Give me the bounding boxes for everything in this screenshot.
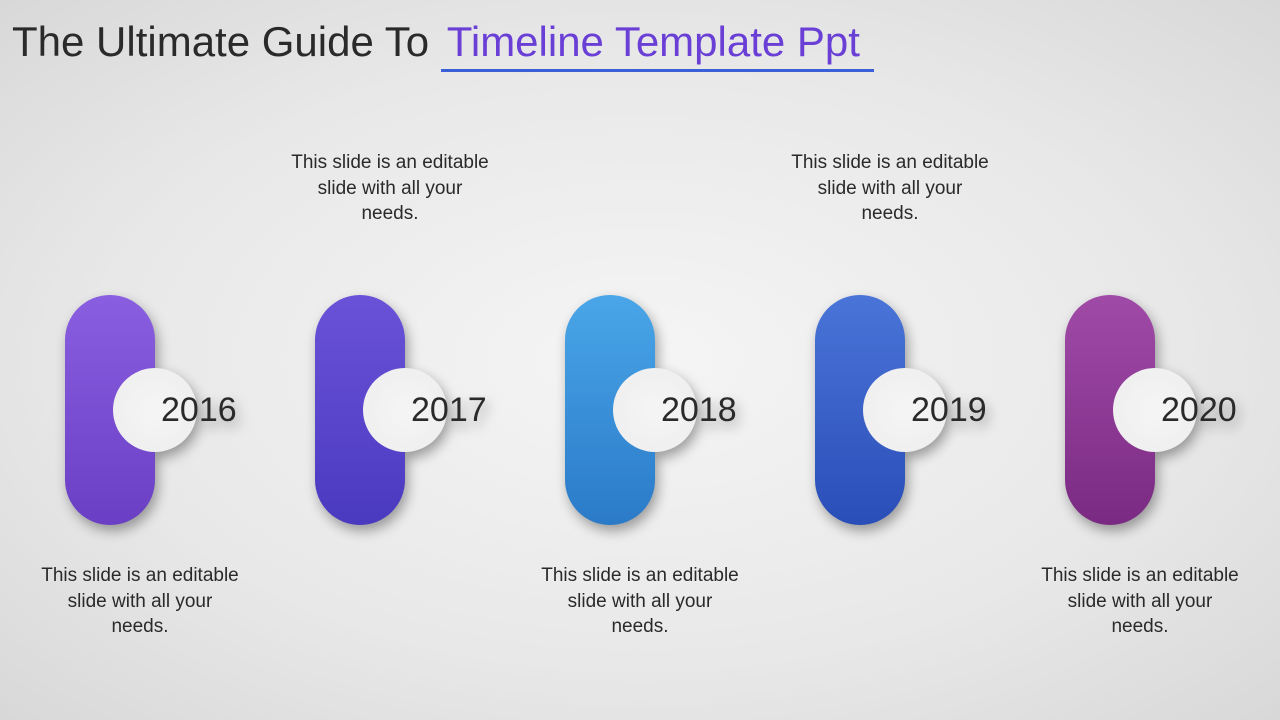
timeline-item-2016: 2016 This slide is an editable slide wit… bbox=[30, 150, 250, 670]
timeline-item-2017: This slide is an editable slide with all… bbox=[280, 150, 500, 670]
timeline-item-2018: 2018 This slide is an editable slide wit… bbox=[530, 150, 750, 670]
year-label: 2016 bbox=[161, 295, 237, 525]
item-description: This slide is an editable slide with all… bbox=[790, 150, 990, 227]
pill-shape: 2016 bbox=[65, 295, 215, 525]
pill-shape: 2019 bbox=[815, 295, 965, 525]
year-label: 2020 bbox=[1161, 295, 1237, 525]
item-description: This slide is an editable slide with all… bbox=[540, 563, 740, 640]
timeline-item-2020: 2020 This slide is an editable slide wit… bbox=[1030, 150, 1250, 670]
slide-title: The Ultimate Guide To Timeline Template … bbox=[12, 18, 874, 66]
item-description: This slide is an editable slide with all… bbox=[1040, 563, 1240, 640]
year-label: 2019 bbox=[911, 295, 987, 525]
pill-shape: 2020 bbox=[1065, 295, 1215, 525]
item-description: This slide is an editable slide with all… bbox=[290, 150, 490, 227]
item-description: This slide is an editable slide with all… bbox=[40, 563, 240, 640]
title-accent: Timeline Template Ppt bbox=[441, 18, 874, 72]
timeline-container: 2016 This slide is an editable slide wit… bbox=[0, 150, 1280, 670]
year-label: 2017 bbox=[411, 295, 487, 525]
pill-shape: 2017 bbox=[315, 295, 465, 525]
year-label: 2018 bbox=[661, 295, 737, 525]
pill-shape: 2018 bbox=[565, 295, 715, 525]
title-prefix: The Ultimate Guide To bbox=[12, 18, 441, 65]
timeline-item-2019: This slide is an editable slide with all… bbox=[780, 150, 1000, 670]
